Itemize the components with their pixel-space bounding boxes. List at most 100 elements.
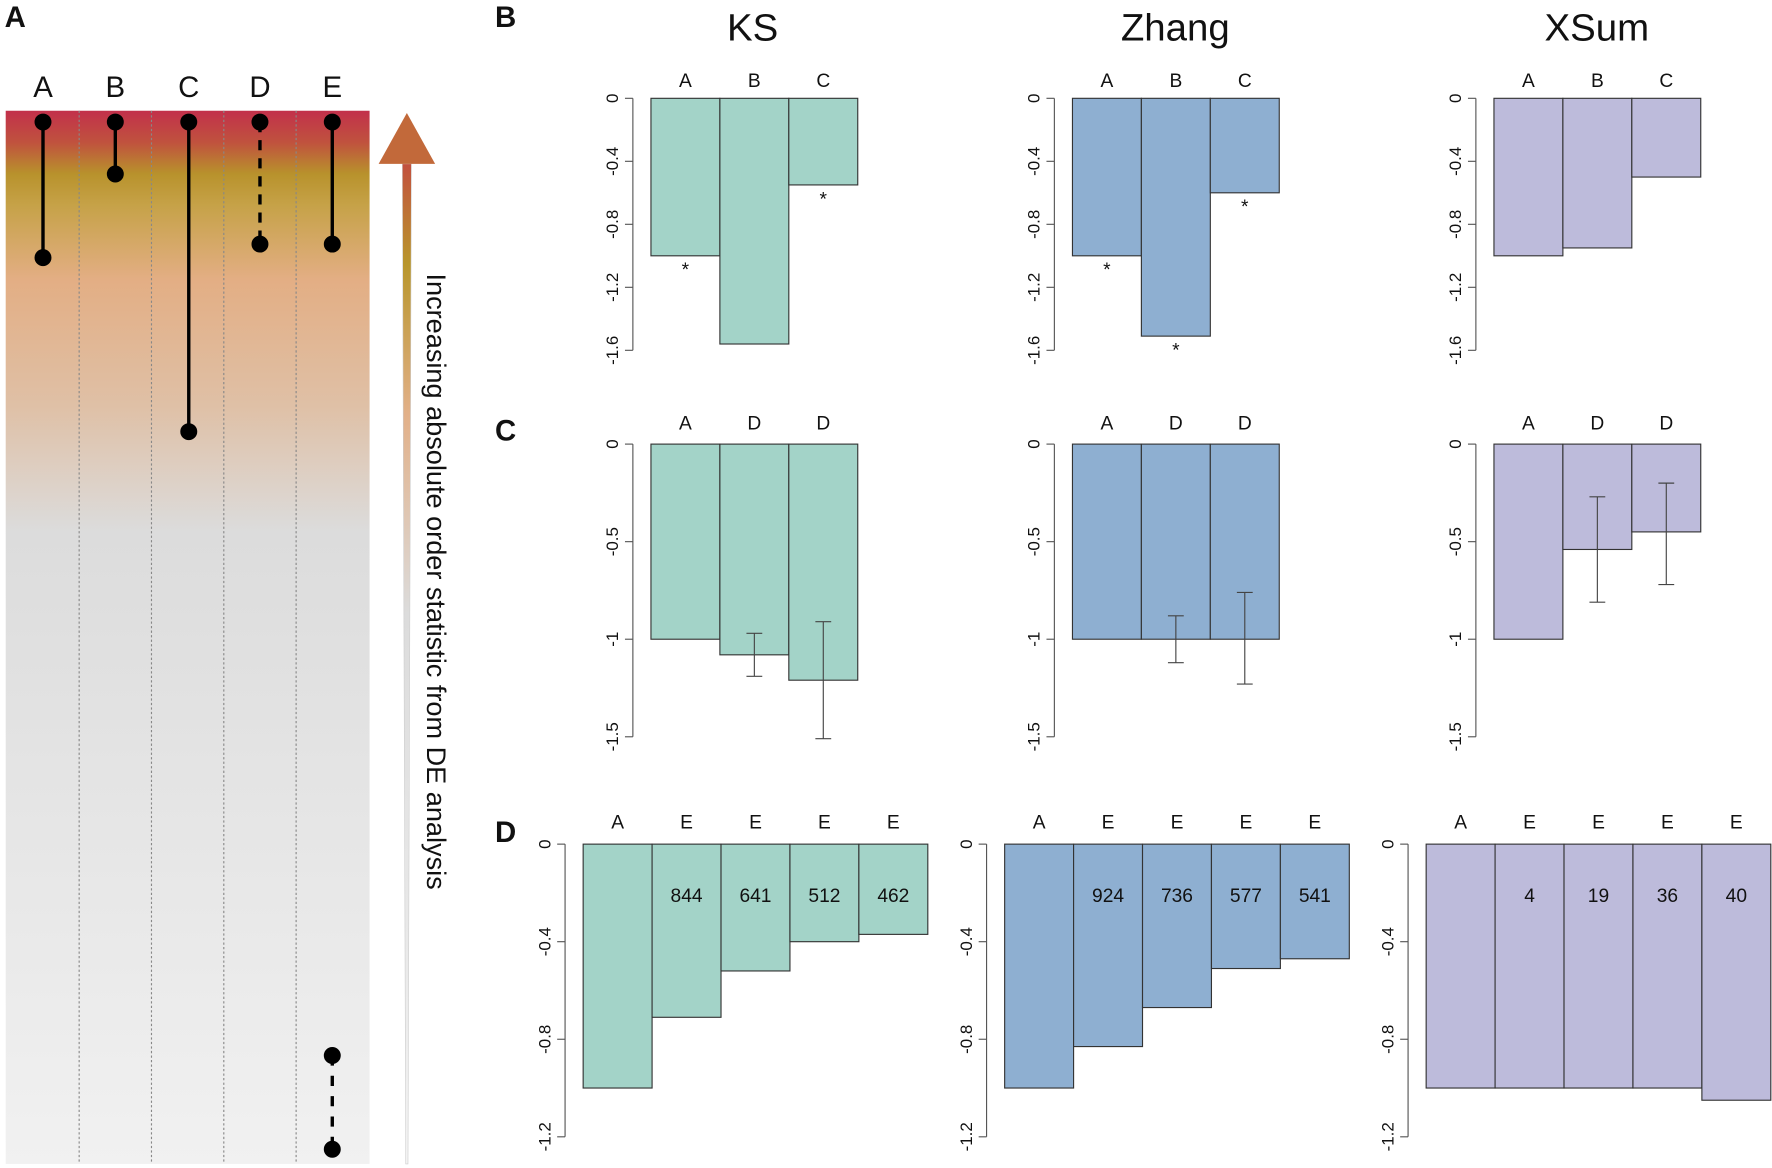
bar bbox=[720, 843, 791, 972]
y-tick-label: -1.2 bbox=[1378, 1122, 1397, 1151]
category-label: A bbox=[1454, 812, 1467, 833]
y-tick-label: 0 bbox=[1446, 94, 1465, 103]
bar bbox=[1701, 843, 1772, 1101]
y-tick-label: -0.4 bbox=[957, 927, 976, 956]
y-tick-label: -1 bbox=[603, 632, 622, 647]
arrow-label: Increasing absolute order statistic from… bbox=[421, 273, 452, 889]
y-tick-label: -1.2 bbox=[535, 1122, 554, 1151]
category-label: E bbox=[680, 812, 693, 833]
significance-star: * bbox=[682, 260, 690, 281]
category-label: A bbox=[1101, 71, 1114, 92]
y-tick-label: -1.6 bbox=[1025, 336, 1044, 365]
bar bbox=[651, 843, 722, 1018]
arrow-head-icon bbox=[378, 113, 436, 164]
bar bbox=[1632, 843, 1703, 1089]
y-tick-label: -0.4 bbox=[603, 147, 622, 176]
column-label-a: A bbox=[33, 71, 53, 104]
bar bbox=[1562, 97, 1633, 249]
category-label: B bbox=[1169, 71, 1182, 92]
rank-span-d bbox=[251, 113, 269, 253]
bar bbox=[719, 443, 790, 656]
count-label: 512 bbox=[808, 886, 840, 907]
rank-span-e-bottom bbox=[323, 1046, 341, 1158]
y-tick-label: -0.4 bbox=[535, 927, 554, 956]
y-tick-label: -1 bbox=[1446, 632, 1465, 647]
y-tick-label: -0.5 bbox=[1446, 527, 1465, 556]
significance-star: * bbox=[1241, 197, 1249, 218]
category-label: E bbox=[887, 812, 900, 833]
error-bar bbox=[815, 621, 832, 740]
category-label: A bbox=[679, 71, 692, 92]
category-label: D bbox=[1169, 413, 1183, 434]
chart-c-xsum: 0 -0.5 -1 -1.5 A D D bbox=[1446, 413, 1702, 751]
bar bbox=[788, 97, 859, 186]
count-label: 19 bbox=[1588, 886, 1609, 907]
column-label-b: B bbox=[106, 71, 126, 104]
category-label: A bbox=[679, 413, 692, 434]
bar bbox=[1210, 843, 1281, 970]
bar bbox=[1141, 843, 1213, 1009]
category-label: A bbox=[1101, 413, 1114, 434]
bar bbox=[1563, 843, 1634, 1089]
category-label: E bbox=[818, 812, 831, 833]
method-title-zhang: Zhang bbox=[1121, 7, 1230, 50]
bar bbox=[1140, 97, 1211, 337]
bar bbox=[1425, 843, 1496, 1089]
bar bbox=[582, 843, 653, 1089]
y-tick-label: -1.6 bbox=[603, 336, 622, 365]
panel-label-c: C bbox=[495, 415, 516, 448]
rank-span-e-top bbox=[323, 113, 341, 253]
category-label: D bbox=[816, 413, 830, 434]
error-bar bbox=[1658, 482, 1675, 586]
y-tick-label: 0 bbox=[1378, 839, 1397, 848]
chart-d-ks: 0 -0.4 -0.8 -1.2 A E 844 E 641 E 512 E 462 bbox=[535, 812, 929, 1151]
count-label: 924 bbox=[1092, 886, 1124, 907]
category-label: E bbox=[1102, 812, 1115, 833]
category-label: D bbox=[747, 413, 761, 434]
category-label: B bbox=[748, 71, 761, 92]
method-title-ks: KS bbox=[727, 7, 778, 50]
y-tick-label: -0.8 bbox=[957, 1025, 976, 1054]
y-tick-label: 0 bbox=[1025, 94, 1044, 103]
y-tick-label: -1.2 bbox=[957, 1122, 976, 1151]
y-tick-label: 0 bbox=[603, 94, 622, 103]
y-tick-label: -0.8 bbox=[603, 210, 622, 239]
y-tick-label: -0.8 bbox=[1378, 1025, 1397, 1054]
bar bbox=[1493, 443, 1564, 640]
error-bar bbox=[1589, 496, 1606, 603]
category-label: C bbox=[1659, 71, 1673, 92]
category-label: E bbox=[1308, 812, 1321, 833]
y-tick-label: -1.5 bbox=[603, 722, 622, 751]
category-label: E bbox=[1523, 812, 1536, 833]
chart-d-xsum: 0 -0.4 -0.8 -1.2 A E 4 E 19 E 36 E 40 bbox=[1378, 812, 1772, 1151]
count-label: 541 bbox=[1299, 886, 1331, 907]
rank-span-a bbox=[34, 113, 52, 267]
y-tick-label: -1.2 bbox=[603, 273, 622, 302]
chart-b-xsum: 0 -0.4 -0.8 -1.2 -1.6 A B C bbox=[1446, 71, 1702, 365]
bar bbox=[1631, 97, 1702, 178]
chart-c-zhang: 0 -0.5 -1 -1.5 A D D bbox=[1025, 413, 1280, 751]
y-tick-label: 0 bbox=[1446, 439, 1465, 448]
bar bbox=[1209, 97, 1280, 194]
y-tick-label: -0.5 bbox=[603, 527, 622, 556]
panel-label-d: D bbox=[495, 816, 516, 849]
y-tick-label: 0 bbox=[957, 839, 976, 848]
error-bar bbox=[746, 632, 763, 677]
count-label: 844 bbox=[671, 886, 703, 907]
chart-b-zhang: 0 -0.4 -0.8 -1.2 -1.6 A * B * C * bbox=[1025, 71, 1280, 365]
category-label: A bbox=[611, 812, 624, 833]
bar bbox=[650, 97, 721, 257]
y-tick-label: -1.6 bbox=[1446, 336, 1465, 365]
y-tick-label: 0 bbox=[1025, 439, 1044, 448]
chart-d-zhang: 0 -0.4 -0.8 -1.2 A E 924 E 736 E 577 E 541 bbox=[957, 812, 1350, 1151]
y-tick-label: -1.2 bbox=[1446, 273, 1465, 302]
y-tick-label: -1.5 bbox=[1025, 722, 1044, 751]
category-label: D bbox=[1590, 413, 1604, 434]
category-label: C bbox=[816, 71, 830, 92]
column-label-c: C bbox=[178, 71, 199, 104]
count-label: 736 bbox=[1161, 886, 1193, 907]
y-tick-label: -1.5 bbox=[1446, 722, 1465, 751]
category-label: E bbox=[1592, 812, 1605, 833]
chart-c-ks: 0 -0.5 -1 -1.5 A D D bbox=[603, 413, 859, 751]
bar bbox=[1140, 443, 1211, 640]
